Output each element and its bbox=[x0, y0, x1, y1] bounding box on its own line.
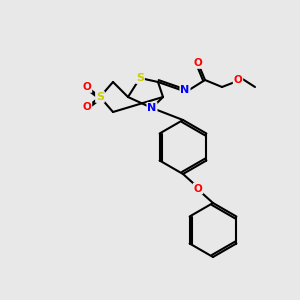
Text: N: N bbox=[147, 103, 157, 113]
Text: O: O bbox=[194, 58, 202, 68]
Text: O: O bbox=[194, 184, 202, 194]
Text: O: O bbox=[234, 75, 242, 85]
Text: S: S bbox=[96, 92, 104, 102]
Text: N: N bbox=[180, 85, 190, 95]
Text: O: O bbox=[82, 82, 91, 92]
Text: O: O bbox=[82, 102, 91, 112]
Text: S: S bbox=[136, 73, 144, 83]
